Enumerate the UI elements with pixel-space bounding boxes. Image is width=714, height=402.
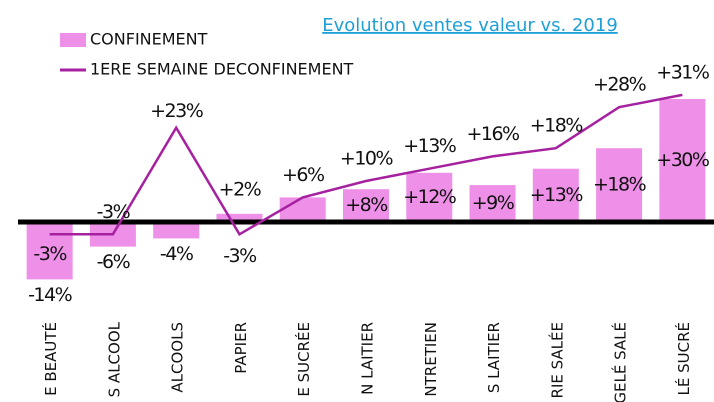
- x-tick-label: E BEAUTÉ: [41, 322, 60, 396]
- x-tick-label: LÉ SUCRÉ: [674, 322, 693, 395]
- legend-label: CONFINEMENT: [90, 30, 208, 49]
- line-value-label: +23%: [150, 100, 203, 122]
- bar: [216, 213, 263, 222]
- bar: [596, 148, 643, 222]
- x-tick-label: GELÉ SALÉ: [611, 322, 630, 402]
- bar: [532, 168, 579, 222]
- line-value-label: +6%: [282, 164, 324, 186]
- bar-value-label: -4%: [160, 243, 193, 265]
- line: [49, 93, 683, 237]
- bar-value-label: +13%: [530, 184, 583, 206]
- line-value-label: -3%: [97, 201, 130, 223]
- bar: [343, 189, 389, 222]
- x-tick-label: PAPIER: [232, 322, 250, 374]
- x-tick-label: NTRETIEN: [422, 322, 440, 397]
- bar-value-label: +9%: [472, 192, 514, 214]
- line-value-label: +16%: [466, 123, 519, 145]
- bar: [469, 185, 516, 222]
- legend-swatch: [60, 33, 86, 47]
- line-value-label: +18%: [530, 115, 583, 137]
- line-value-label: +28%: [593, 74, 646, 96]
- bar-value-label: +2%: [219, 178, 261, 200]
- bar-value-label: +12%: [403, 186, 456, 208]
- legend-label: 1ERE SEMAINE DECONFINEMENT: [90, 60, 354, 79]
- x-tick-label: S LAITIER: [485, 322, 503, 393]
- bar: [406, 172, 453, 222]
- bar-value-label: +18%: [593, 174, 646, 196]
- line-value-label: +31%: [656, 61, 709, 83]
- bar: [153, 222, 200, 239]
- x-tick-label: ALCOOLS: [169, 322, 187, 393]
- x-tick-label: S ALCOOL: [105, 321, 123, 397]
- line-value-label: -3%: [33, 243, 66, 265]
- bar: [279, 197, 326, 222]
- bar: [26, 222, 73, 280]
- x-tick-label: RIE SALÉE: [547, 322, 566, 398]
- x-tick-label: E SUCRÉE: [294, 322, 313, 397]
- x-tick-label: N LAITIER: [359, 322, 377, 395]
- line-value-label: -3%: [223, 245, 256, 267]
- bar: [659, 99, 706, 222]
- line-value-label: +13%: [403, 135, 456, 157]
- chart-title: Evolution ventes valeur vs. 2019: [322, 15, 618, 36]
- bar-value-label: -6%: [97, 251, 130, 273]
- bar-value-label: +30%: [656, 149, 709, 171]
- line-value-label: +10%: [340, 148, 393, 170]
- bar-value-label: -14%: [28, 284, 72, 306]
- bar-value-label: +8%: [345, 194, 387, 216]
